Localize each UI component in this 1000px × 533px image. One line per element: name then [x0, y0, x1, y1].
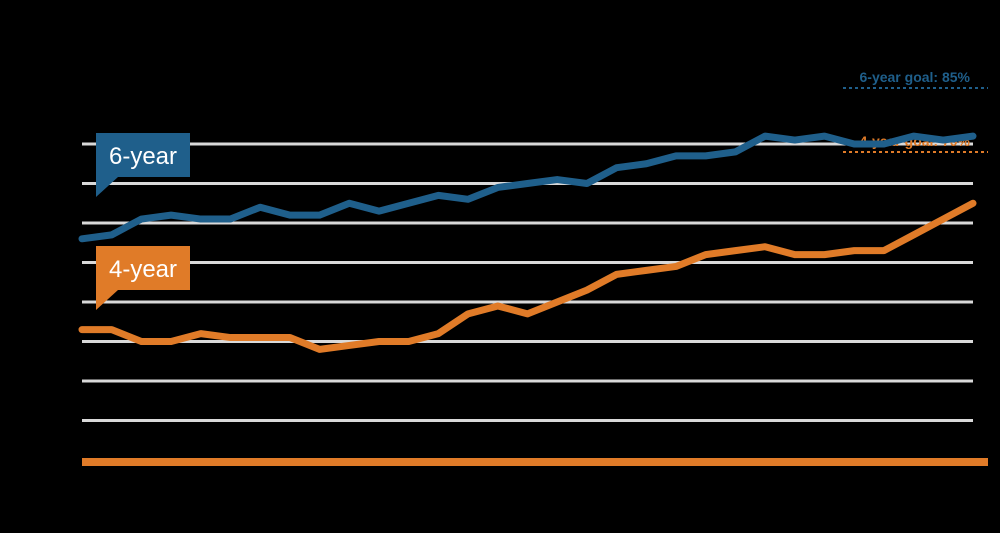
series-line — [78, 199, 977, 353]
badge-label: 4-year — [109, 256, 177, 283]
goal-label: 6-year goal: 85% — [860, 69, 971, 85]
badge-shape — [96, 246, 190, 310]
badge-shape — [96, 133, 190, 197]
badge-label: 6-year — [109, 143, 177, 170]
series-badges: 6-year 4-year — [96, 133, 190, 310]
series-badge: 4-year — [96, 246, 190, 310]
series-line — [78, 132, 977, 243]
series-lines — [78, 132, 977, 353]
gridlines — [82, 142, 988, 466]
series-badge: 6-year — [96, 133, 190, 197]
